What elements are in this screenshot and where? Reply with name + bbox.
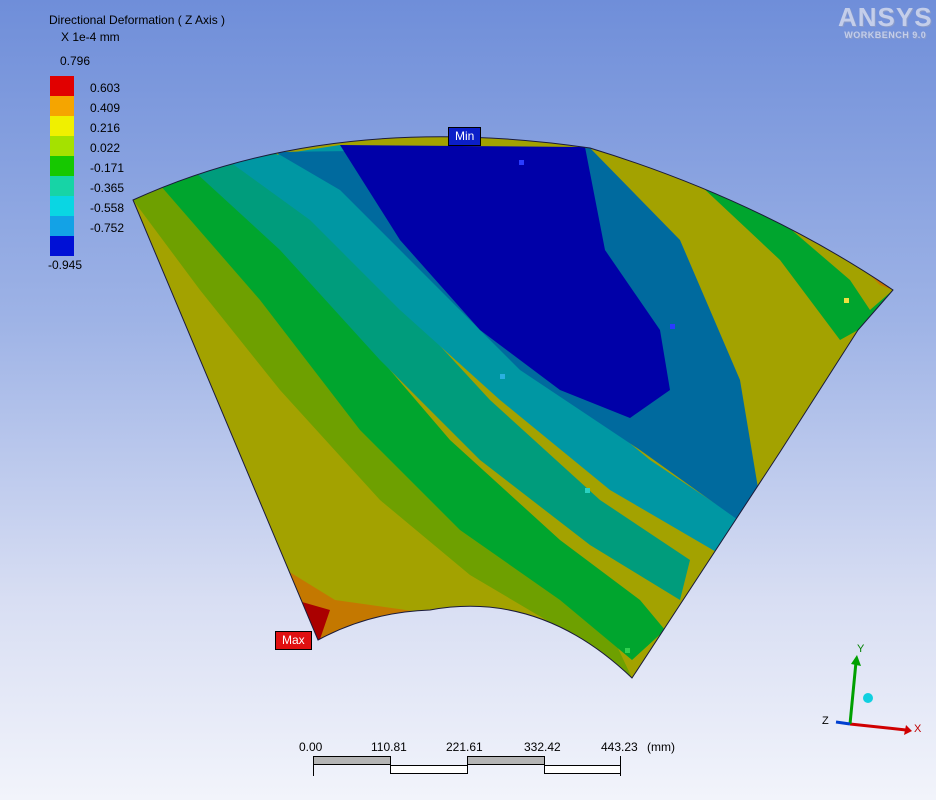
scale-bar [313,756,621,776]
scale-tick-label: 221.61 [446,740,483,754]
legend-level-label: -0.365 [90,181,125,195]
band-right-olive [700,175,893,310]
y-axis-icon [848,661,858,725]
legend-level-label: -0.171 [90,161,125,175]
band-right-green [620,152,893,340]
band-cyan [230,145,740,560]
x-arrow-icon [904,725,912,735]
z-axis-icon [835,720,851,726]
legend-level-label: -0.558 [90,201,125,215]
legend-swatch [50,96,74,116]
probe-point [625,648,630,653]
legend-swatch [50,76,74,96]
legend-swatch [50,216,74,236]
scale-segment [544,765,621,774]
band-green [160,165,665,660]
y-arrow-icon [851,655,861,666]
legend-max-value: 0.796 [60,54,91,68]
band-blue-min [340,145,670,418]
band-teal [195,152,690,600]
scale-segment [390,765,468,774]
probe-point [500,374,505,379]
probe-point [585,488,590,493]
legend-level-label: 0.022 [90,141,121,155]
min-probe-tag[interactable]: Min [448,127,482,146]
legend-level-label: 0.603 [90,81,121,95]
model-outline [132,136,894,679]
triad-y-label: Y [857,643,865,655]
scale-unit: (mm) [647,740,675,754]
scale-tick-label: 0.00 [299,740,323,754]
legend-swatch [50,116,74,136]
logo-main-text: ANSYS [838,2,933,32]
probe-point [844,298,849,303]
scale-tick [620,756,621,776]
max-probe-tag[interactable]: Max [275,631,312,650]
legend-units: X 1e-4 mm [61,30,120,44]
axis-triad[interactable]: X Y Z [822,643,922,735]
legend-swatch [50,136,74,156]
legend-swatch [50,196,74,216]
triad-x-label: X [914,723,922,735]
scale-segment [467,756,545,765]
legend-level-label: 0.216 [90,121,121,135]
x-axis-icon [849,722,907,732]
legend-level-label: -0.752 [90,221,125,235]
triad-iso-ball-icon[interactable] [863,693,873,703]
scale-tick-label: 332.42 [524,740,561,754]
triad-z-label: Z [822,715,829,727]
ansys-logo: ANSYS WORKBENCH 9.0 [838,4,933,40]
scale-tick-label: 110.81 [371,740,407,754]
legend-swatch [50,176,74,196]
legend-title: Directional Deformation ( Z Axis ) [49,13,226,27]
scale-segment [313,756,391,765]
scale-tick [313,756,314,776]
legend-swatch [50,156,74,176]
legend-swatch [50,236,74,256]
logo-sub-text: WORKBENCH 9.0 [844,30,927,40]
scale-tick-label: 443.23 [601,740,638,754]
legend-color-bar [50,76,74,256]
probe-point [670,324,675,329]
probe-point [519,160,524,165]
legend-level-label: 0.409 [90,101,121,115]
legend-min-value: -0.945 [48,258,83,272]
